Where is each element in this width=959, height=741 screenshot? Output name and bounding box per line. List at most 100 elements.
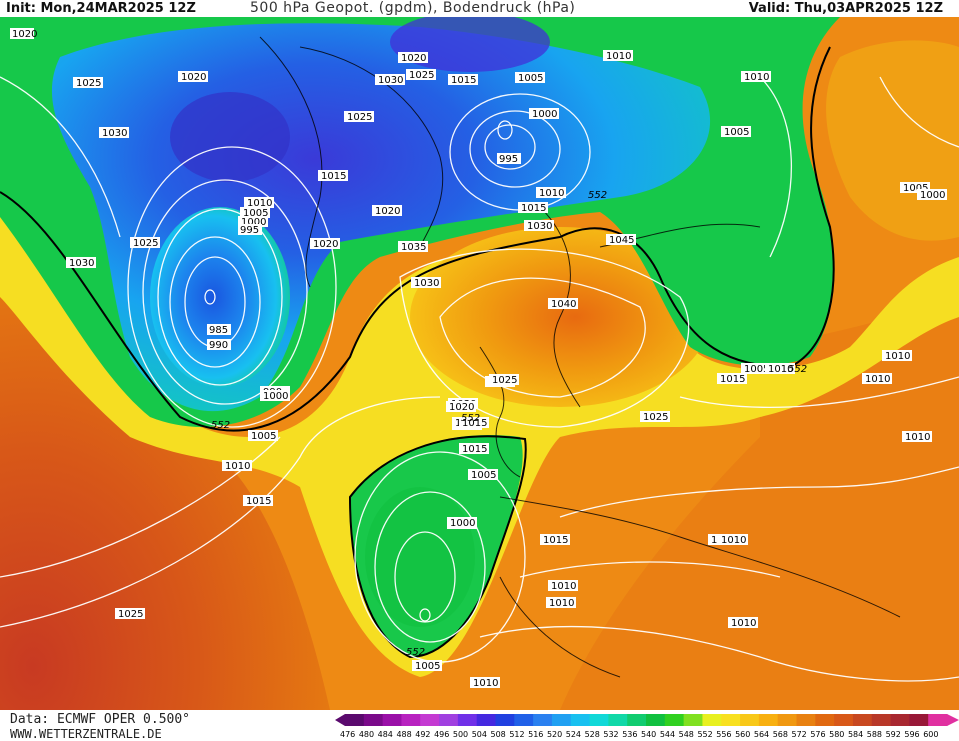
vortex-core-west <box>170 92 290 182</box>
legend-swatch <box>439 714 459 726</box>
isobar-label: 1020 <box>375 206 400 217</box>
isobar-label: 1010 <box>865 374 890 385</box>
legend-swatch <box>758 714 779 726</box>
legend-arrow-right <box>947 714 959 726</box>
legend-swatches <box>335 714 959 726</box>
legend-level-label: 500 <box>453 730 468 739</box>
map-canvas: 1020 1025 1030 1020 1025 1030 1020 1025 … <box>0 17 959 710</box>
atlantic-low <box>150 207 290 387</box>
isobar-label: 1000 <box>920 190 945 201</box>
legend-level-label: 540 <box>641 730 656 739</box>
isobar-label: 1000 <box>241 217 266 228</box>
legend-swatch <box>476 714 496 726</box>
isobar-label: 1010 <box>885 351 910 362</box>
isobar-label: 1020 <box>449 402 474 413</box>
isobar-label: 1005 <box>251 431 276 442</box>
isobar-label: 1010 <box>551 581 576 592</box>
isobar-label: 1010 <box>549 598 574 609</box>
height-labels: 552 552 552 552 552 <box>211 190 807 658</box>
contour-552-iberia <box>348 435 527 659</box>
iberian-low-core <box>365 487 475 627</box>
isobar-label: 1020 <box>12 29 37 40</box>
isobar-label: 1010 <box>247 198 272 209</box>
legend-swatch <box>928 714 948 726</box>
legend-swatch <box>721 714 741 726</box>
legend-labels: 476 480 484 488 492 496 500 504 508 512 516 520 524 5… <box>340 730 938 739</box>
legend-swatch <box>834 714 854 726</box>
isobar-label: 1025 <box>643 412 668 423</box>
isobar-label: 1010 <box>539 188 564 199</box>
isobar-label: 995 <box>240 225 259 236</box>
isobar-label: 1015 <box>521 203 546 214</box>
height-label: 552 <box>588 190 607 201</box>
legend-level-label: 524 <box>566 730 581 739</box>
low-center-marker <box>204 289 216 305</box>
isobar-label: 1005 <box>471 470 496 481</box>
legend-swatch <box>777 714 797 726</box>
legend-swatch <box>646 714 666 726</box>
legend-level-label: 576 <box>810 730 825 739</box>
isobar-label: 1015 <box>321 171 346 182</box>
vortex-core-north <box>390 17 550 72</box>
isobar-label: 1030 <box>527 221 552 232</box>
height-label: 552 <box>788 364 807 375</box>
height-label: 552 <box>461 413 480 424</box>
isobar-label: 1025 <box>409 70 434 81</box>
isobar-label: 1005 <box>518 73 543 84</box>
contour-552-north <box>0 46 835 432</box>
isobar-label: 1010 <box>225 461 250 472</box>
legend-swatch <box>683 714 703 726</box>
isobar-label: 1010 <box>606 51 631 62</box>
coastlines <box>259 36 901 678</box>
legend-level-label: 536 <box>622 730 637 739</box>
legend-level-label: 484 <box>378 730 393 739</box>
isobar-label: 1025 <box>133 238 158 249</box>
legend-swatch <box>495 714 515 726</box>
isobar-label: 1010 <box>744 72 769 83</box>
legend-level-label: 572 <box>792 730 807 739</box>
legend-level-label: 580 <box>829 730 844 739</box>
isobar-label: 1010 <box>731 618 756 629</box>
legend-level-label: 528 <box>585 730 600 739</box>
legend-swatch <box>457 714 478 726</box>
legend-level-label: 532 <box>603 730 618 739</box>
isobar-label: 1020 <box>313 239 338 250</box>
geopotential-map: 1020 1025 1030 1020 1025 1030 1020 1025 … <box>0 17 959 710</box>
isobar-label: 1005 <box>724 127 749 138</box>
low-center-marker <box>497 120 513 140</box>
website-url: WWW.WETTERZENTRALE.DE <box>10 727 162 741</box>
isobar-label: 1030 <box>102 128 127 139</box>
isobar-label: 1030 <box>378 75 403 86</box>
map-footer: Data: ECMWF OPER 0.500° WWW.WETTERZENTRA… <box>0 710 959 741</box>
data-source: Data: ECMWF OPER 0.500° <box>10 712 191 727</box>
legend-swatch <box>796 714 816 726</box>
isobar-label: 1015 <box>543 535 568 546</box>
isobar-label: 1025 <box>492 375 517 386</box>
isobar-label: 1010 <box>473 678 498 689</box>
legend-level-label: 552 <box>697 730 712 739</box>
legend-swatch <box>551 714 572 726</box>
isobar-label: 1015 <box>720 374 745 385</box>
isobar-label: 1030 <box>69 258 94 269</box>
isobar-label: 1020 <box>181 72 206 83</box>
init-time: Init: Mon,24MAR2025 12Z <box>6 1 196 16</box>
isobar-label: 1020 <box>401 53 426 64</box>
isobars <box>0 76 959 682</box>
map-header: Init: Mon,24MAR2025 12Z 500 hPa Geopot. … <box>0 0 959 18</box>
legend-level-label: 516 <box>528 730 543 739</box>
isobar-label: 1030 <box>414 278 439 289</box>
isobar-label: 1045 <box>609 235 634 246</box>
legend-level-label: 508 <box>491 730 506 739</box>
pressure-labels: 1020 1025 1030 1020 1025 1030 1020 1025 … <box>10 28 947 689</box>
legend-level-label: 568 <box>773 730 788 739</box>
isobar-label: 1000 <box>263 391 288 402</box>
height-label: 552 <box>406 647 425 658</box>
valid-time: Valid: Thu,03APR2025 12Z <box>748 1 943 16</box>
legend-level-label: 564 <box>754 730 769 739</box>
isobar-label: 1000 <box>450 518 475 529</box>
legend-swatch <box>401 714 421 726</box>
legend-level-label: 504 <box>472 730 487 739</box>
legend-level-label: 496 <box>434 730 449 739</box>
legend-swatch <box>363 714 384 726</box>
